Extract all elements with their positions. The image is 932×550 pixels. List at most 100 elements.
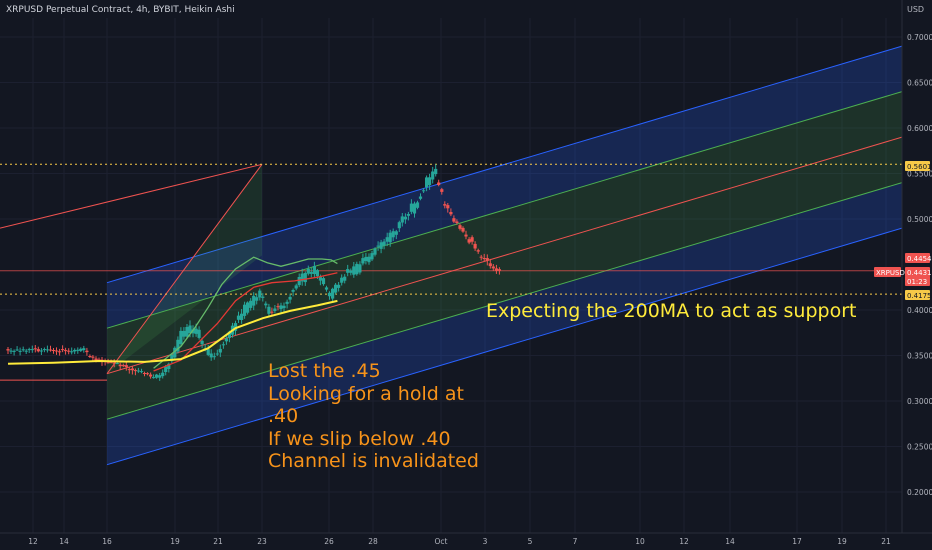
price-scale-currency: USD: [907, 5, 925, 14]
candle-body: [155, 374, 159, 378]
candle-body: [406, 214, 410, 216]
channel-mid-line: [106, 136, 903, 375]
candle-body: [194, 328, 198, 334]
candle-body: [88, 356, 92, 357]
moving-average-line: [153, 256, 338, 369]
candle-body: [246, 302, 250, 313]
candle-body: [240, 313, 244, 320]
candle-body: [422, 190, 426, 192]
candle-body: [276, 306, 280, 308]
price-label-box: [874, 267, 901, 277]
y-tick-label: 0.3500: [907, 352, 932, 361]
candle-body: [409, 203, 413, 212]
candle-body: [437, 182, 441, 185]
candle-body: [385, 237, 389, 242]
candle-body: [452, 218, 456, 222]
channel-upper-line: [106, 45, 903, 284]
candle-body: [185, 327, 189, 337]
candle-body: [79, 348, 83, 351]
candle-body: [121, 365, 125, 367]
price-label-box: [905, 253, 930, 263]
candle-body: [206, 349, 210, 355]
candle-body: [461, 227, 465, 232]
candle-body: [482, 258, 486, 259]
candle-body: [467, 239, 471, 243]
candle-body: [164, 366, 168, 372]
candle-body: [139, 371, 144, 373]
candle-body: [312, 266, 316, 274]
candle-body: [215, 353, 219, 355]
candle-body: [127, 369, 131, 371]
candle-body: [273, 308, 277, 311]
moving-average-line: [7, 299, 338, 365]
x-tick-label: 23: [257, 537, 267, 546]
candle-body: [434, 168, 438, 175]
y-tick-label: 0.6500: [907, 79, 932, 88]
candle-body: [443, 204, 447, 206]
candle-body: [403, 216, 407, 220]
x-tick-label: 5: [528, 537, 533, 546]
candle-body: [112, 362, 116, 364]
candle-body: [233, 323, 238, 331]
candle-body: [494, 268, 498, 271]
candle-body: [36, 349, 40, 352]
channel-lower-line: [106, 227, 903, 466]
x-tick-label: 12: [28, 537, 38, 546]
candle-body: [264, 303, 268, 306]
candle-body: [412, 203, 417, 214]
price-label-box: [905, 276, 930, 286]
candle-body: [479, 256, 483, 258]
candle-body: [291, 290, 295, 292]
price-label-text: 0.4431: [907, 269, 932, 277]
candle-body: [200, 340, 204, 345]
candle-body: [149, 374, 153, 377]
x-tick-label: 3: [483, 537, 488, 546]
candle-body: [340, 277, 344, 283]
candle-body: [91, 356, 95, 358]
candle-body: [297, 277, 301, 286]
candle-body: [94, 358, 98, 361]
candle-body: [70, 351, 74, 353]
candle-body: [167, 363, 171, 369]
candle-body: [212, 356, 216, 358]
candle-body: [321, 278, 326, 285]
candle-body: [9, 350, 13, 352]
candle-body: [455, 221, 459, 223]
candle-body: [73, 349, 77, 352]
candle-body: [145, 373, 150, 375]
candle-body: [188, 325, 192, 334]
candle-body: [170, 354, 174, 362]
candle-body: [318, 277, 322, 281]
candle-body: [288, 296, 292, 300]
price-label-text: 0.5601: [907, 163, 932, 171]
x-tick-label: 28: [368, 537, 378, 546]
candle-body: [115, 363, 119, 364]
x-tick-label: 12: [679, 537, 689, 546]
candle-body: [473, 243, 477, 249]
candle-body: [106, 362, 110, 364]
y-tick-label: 0.5500: [907, 170, 932, 179]
candle-body: [158, 375, 162, 378]
y-tick-label: 0.2500: [907, 443, 932, 452]
candle-body: [349, 270, 353, 273]
candle-body: [39, 350, 43, 352]
candle-body: [142, 373, 147, 374]
x-tick-label: 26: [324, 537, 334, 546]
candle-body: [258, 290, 262, 298]
candle-body: [54, 350, 59, 352]
x-tick-label: 7: [573, 537, 578, 546]
y-tick-label: 0.5000: [907, 215, 932, 224]
candle-body: [440, 189, 444, 192]
candle-body: [267, 306, 271, 314]
x-tick-label: 17: [792, 537, 802, 546]
price-label-text: 0.4175: [907, 292, 932, 300]
annotation-yellow-note: Expecting the 200MA to act as support: [486, 300, 857, 322]
candle-body: [458, 225, 462, 229]
candle-body: [370, 253, 374, 260]
candle-body: [21, 349, 25, 351]
candle-body: [209, 353, 213, 358]
candle-body: [182, 330, 186, 337]
candle-body: [118, 364, 122, 367]
